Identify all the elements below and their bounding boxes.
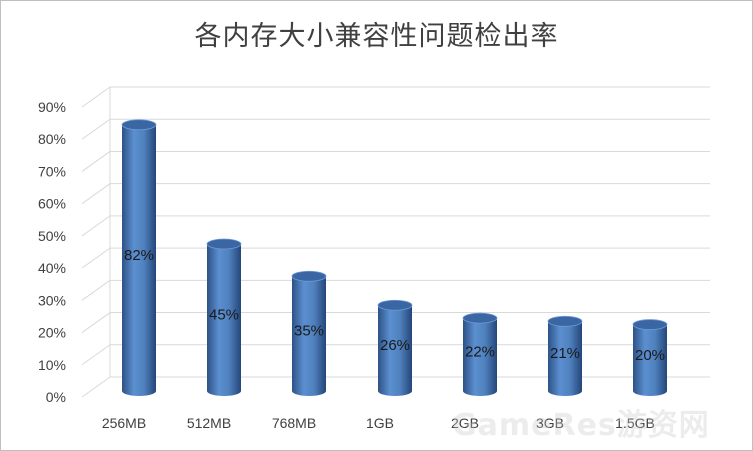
x-tick-label: 2GB <box>451 415 479 431</box>
gridline-diagonal <box>81 151 111 172</box>
data-label: 20% <box>635 347 665 364</box>
y-tick-label: 80% <box>38 131 66 147</box>
bar <box>632 319 668 396</box>
bar-top <box>121 119 157 131</box>
bar-top <box>206 238 242 250</box>
gridline-diagonal <box>81 215 111 237</box>
bar-body <box>633 324 667 396</box>
bar <box>121 119 157 397</box>
x-tick-label: 3GB <box>536 415 564 431</box>
y-tick-label: 20% <box>38 325 66 341</box>
y-tick-label: 70% <box>38 163 66 179</box>
gridline-diagonal <box>81 279 111 301</box>
x-tick-label: 768MB <box>272 415 316 431</box>
bar-top <box>462 312 498 324</box>
y-tick-label: 90% <box>38 99 66 115</box>
bar <box>377 299 413 396</box>
x-tick-label: 256MB <box>102 415 146 431</box>
x-tick-label: 1GB <box>366 415 394 431</box>
chart-title: 各内存大小兼容性问题检出率 <box>194 21 559 52</box>
gridline-diagonal <box>81 344 111 366</box>
bar <box>206 238 242 396</box>
bar-body <box>122 124 156 397</box>
bar-top <box>632 319 668 330</box>
data-label: 35% <box>294 323 324 340</box>
data-label: 45% <box>209 307 239 324</box>
data-label: 26% <box>380 337 410 354</box>
x-tick-label: 512MB <box>187 415 231 431</box>
data-label: 82% <box>124 247 154 264</box>
bar-top <box>291 270 327 282</box>
gridline-diagonal <box>81 183 111 205</box>
y-tick-label: 50% <box>38 228 66 244</box>
y-tick-label: 10% <box>38 357 66 373</box>
x-tick-label: 1.5GB <box>615 415 655 431</box>
bar-body <box>292 276 326 396</box>
data-label: 22% <box>465 344 495 361</box>
bar-body <box>463 318 497 396</box>
gridline-diagonal <box>81 376 111 398</box>
y-tick-label: 60% <box>38 196 66 212</box>
gridline-diagonal <box>81 312 111 333</box>
data-label: 21% <box>550 345 580 362</box>
bar-body <box>378 305 412 396</box>
bar-body <box>207 244 241 396</box>
gridline-diagonal <box>81 118 111 140</box>
y-tick-label: 40% <box>38 260 66 276</box>
gridline-diagonal <box>81 86 111 108</box>
bar <box>547 315 583 396</box>
bar-top <box>547 315 583 327</box>
bar-body <box>548 321 582 396</box>
bar <box>462 312 498 396</box>
gridline-diagonal <box>81 247 111 269</box>
bar-top <box>377 299 413 311</box>
y-tick-label: 0% <box>46 389 66 405</box>
bar <box>291 270 327 396</box>
y-tick-label: 30% <box>38 292 66 308</box>
watermark: GameRes游资网 <box>452 408 710 443</box>
